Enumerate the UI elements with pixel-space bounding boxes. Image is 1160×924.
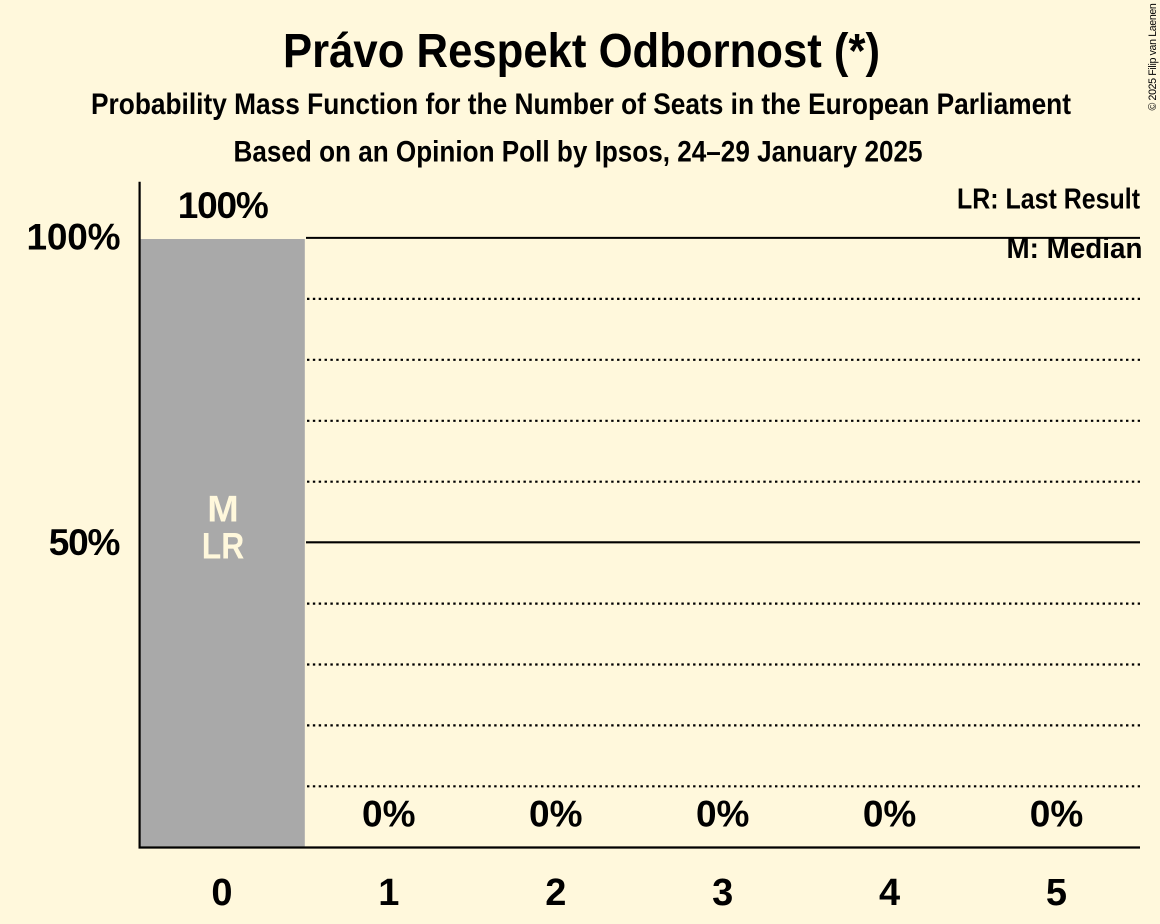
- svg-text:Probability Mass Function for: Probability Mass Function for the Number…: [91, 88, 1071, 121]
- svg-text:50%: 50%: [49, 522, 120, 563]
- svg-text:100%: 100%: [26, 217, 120, 258]
- svg-text:Based on an Opinion Poll by Ip: Based on an Opinion Poll by Ipsos, 24–29…: [234, 136, 923, 169]
- svg-text:LR: LR: [202, 526, 245, 567]
- svg-text:M: M: [207, 488, 239, 529]
- svg-text:0%: 0%: [696, 794, 749, 835]
- svg-text:0%: 0%: [863, 794, 916, 835]
- svg-text:M: Median: M: Median: [1007, 233, 1143, 265]
- svg-text:2: 2: [545, 872, 566, 914]
- svg-text:LR: Last Result: LR: Last Result: [957, 183, 1140, 215]
- svg-text:0%: 0%: [1030, 794, 1083, 835]
- svg-text:3: 3: [712, 872, 733, 914]
- svg-text:4: 4: [879, 872, 900, 914]
- svg-text:1: 1: [378, 872, 399, 914]
- svg-text:5: 5: [1046, 872, 1067, 914]
- svg-text:100%: 100%: [178, 185, 268, 226]
- svg-text:0%: 0%: [529, 794, 582, 835]
- svg-text:0%: 0%: [362, 794, 415, 835]
- svg-text:Právo Respekt Odbornost (*): Právo Respekt Odbornost (*): [283, 25, 880, 78]
- svg-text:© 2025 Filip van Laenen: © 2025 Filip van Laenen: [1147, 3, 1159, 110]
- svg-text:0: 0: [211, 872, 232, 914]
